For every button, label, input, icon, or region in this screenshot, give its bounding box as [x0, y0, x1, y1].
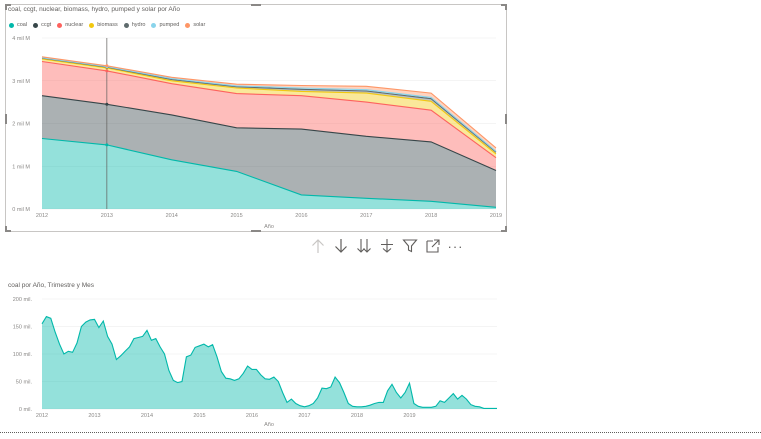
coal-area-plot[interactable]: 0 mil. 50 mil. 100 mil. 150 mil. 200 mil. 20… — [5, 280, 507, 430]
x-tick-label: 2019 — [490, 213, 502, 219]
series-line-pumped — [41, 57, 497, 152]
expand-all-down-icon[interactable] — [375, 236, 398, 256]
legend-marker — [185, 22, 191, 28]
stacked-area-plot[interactable]: 0 mil M 1 mil M 2 mil M 3 mil M 4 mil M 2012… — [6, 5, 508, 233]
focus-mode-icon[interactable] — [421, 236, 444, 256]
legend-label: ccgt — [41, 22, 52, 28]
x-tick-label: 2015 — [230, 213, 242, 219]
legend-label: biomass — [97, 22, 118, 28]
y-tick-label: 1 mil M — [12, 164, 30, 170]
series-line-hydro — [41, 57, 497, 153]
x-tick-label: 2019 — [403, 413, 415, 419]
y-tick-label: 100 mil. — [13, 352, 33, 358]
legend-item-coal[interactable]: coal — [9, 22, 27, 28]
legend-item-biomass[interactable]: biomass — [89, 22, 118, 28]
y-tick-label: 4 mil M — [12, 36, 30, 42]
area-ccgt[interactable] — [42, 95, 496, 208]
hover-marker-ccgt — [105, 102, 109, 106]
resize-handle[interactable] — [251, 230, 261, 232]
x-tick-label: 2016 — [295, 213, 307, 219]
resize-handle[interactable] — [5, 4, 11, 6]
resize-handle[interactable] — [5, 4, 7, 10]
x-tick-label: 2018 — [351, 413, 363, 419]
y-tick-label: 2 mil M — [12, 122, 30, 128]
chart-title: coal, ccgt, nuclear, biomass, hydro, pum… — [8, 6, 180, 13]
chart-legend: coal ccgt nuclear biomass hydro pumped solar — [9, 22, 211, 28]
x-tick-label: 2014 — [166, 213, 178, 219]
legend-marker — [9, 22, 14, 28]
y-tick-label: 150 mil. — [13, 325, 33, 331]
visual-header-toolbar: ··· — [306, 236, 467, 256]
filter-icon[interactable] — [398, 236, 421, 256]
legend-item-ccgt[interactable]: ccgt — [33, 22, 51, 28]
x-tick-label: 2012 — [36, 413, 48, 419]
hover-marker-solar — [105, 64, 109, 68]
hover-marker-coal — [105, 143, 109, 147]
drill-up-icon[interactable] — [306, 236, 329, 256]
series-line-ccgt — [41, 95, 497, 172]
more-options-icon[interactable]: ··· — [447, 238, 464, 254]
legend-marker — [33, 22, 39, 28]
area-nuclear[interactable] — [42, 61, 496, 171]
y-tick-label: 0 mil M — [12, 207, 30, 213]
resize-handle[interactable] — [505, 114, 507, 124]
y-tick-label: 0 mil. — [19, 407, 33, 413]
x-tick-label: 2017 — [360, 213, 372, 219]
area-coal[interactable] — [42, 316, 497, 409]
resize-handle[interactable] — [5, 114, 7, 124]
page-bottom-boundary — [0, 432, 761, 433]
legend-label: hydro — [131, 22, 146, 28]
x-tick-label: 2013 — [101, 213, 113, 219]
y-tick-label: 3 mil M — [12, 79, 30, 85]
go-to-next-level-icon[interactable] — [352, 236, 375, 256]
legend-item-nuclear[interactable]: nuclear — [57, 22, 83, 28]
y-tick-label: 50 mil. — [16, 380, 33, 386]
resize-handle[interactable] — [505, 4, 507, 10]
x-tick-label: 2012 — [36, 213, 48, 219]
legend-label: solar — [193, 22, 206, 28]
legend-label: pumped — [159, 22, 180, 28]
series-line-coal — [41, 315, 497, 409]
coal-area-chart-visual[interactable]: coal por Año, Trimestre y Mes 0 mil. 50 m… — [5, 280, 507, 430]
x-tick-label: 2016 — [246, 413, 258, 419]
series-line-coal — [41, 137, 497, 208]
legend-marker — [89, 22, 95, 28]
drill-down-icon[interactable] — [329, 236, 352, 256]
hover-marker-nuclear — [105, 69, 109, 73]
y-tick-label: 200 mil. — [13, 297, 33, 303]
resize-handle[interactable] — [251, 4, 261, 6]
legend-marker — [151, 22, 157, 28]
series-line-biomass — [41, 58, 497, 155]
legend-item-hydro[interactable]: hydro — [123, 22, 146, 28]
x-axis-label: Año — [264, 224, 274, 230]
resize-handle[interactable] — [505, 226, 507, 232]
resize-handle[interactable] — [501, 4, 507, 6]
x-tick-label: 2014 — [141, 413, 153, 419]
legend-marker — [57, 22, 63, 28]
resize-handle[interactable] — [5, 230, 11, 232]
series-line-nuclear — [41, 60, 497, 159]
legend-marker — [123, 22, 129, 28]
legend-label: nuclear — [65, 22, 84, 28]
resize-handle[interactable] — [5, 226, 7, 232]
x-tick-label: 2015 — [193, 413, 205, 419]
legend-label: coal — [17, 22, 28, 28]
x-tick-label: 2013 — [88, 413, 100, 419]
x-axis-label: Año — [264, 422, 274, 428]
series-line-solar — [41, 56, 497, 149]
legend-item-pumped[interactable]: pumped — [151, 22, 179, 28]
legend-item-solar[interactable]: solar — [185, 22, 205, 28]
stacked-area-chart-visual[interactable]: coal, ccgt, nuclear, biomass, hydro, pum… — [5, 4, 507, 232]
chart-title: coal por Año, Trimestre y Mes — [8, 282, 94, 289]
resize-handle[interactable] — [501, 230, 507, 232]
x-tick-label: 2018 — [425, 213, 437, 219]
x-tick-label: 2017 — [298, 413, 310, 419]
